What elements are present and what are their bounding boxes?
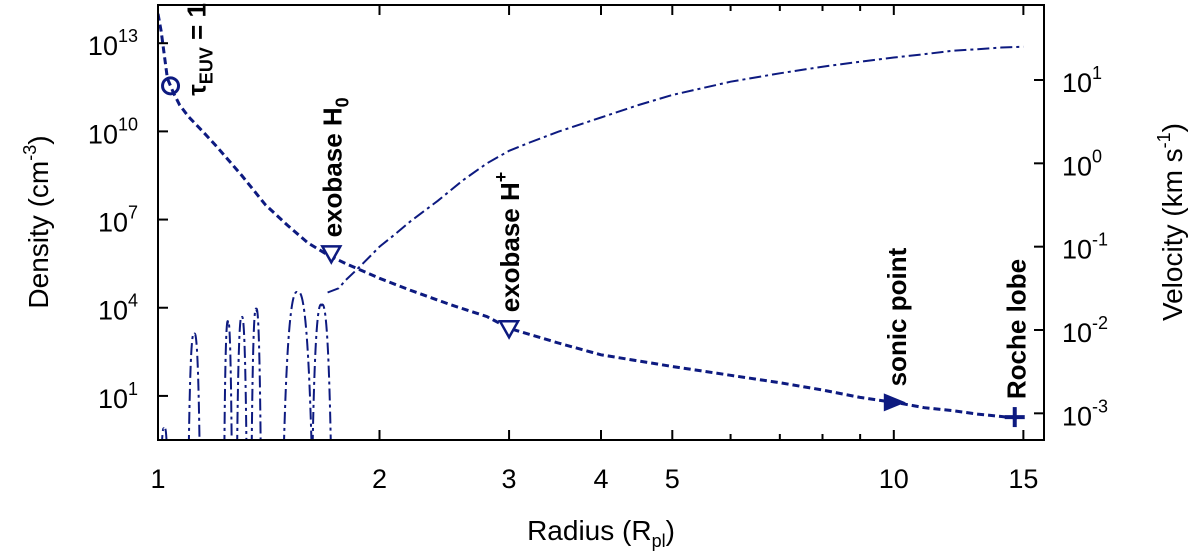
y-right-tick-label: 10-3: [1062, 396, 1108, 431]
markers: τEUV = 1 exobase H0 exobase H+ sonic point R…: [161, 3, 1032, 428]
velocity-series-line: [327, 45, 1024, 294]
x-tick-label: 2: [372, 464, 387, 494]
marker-annotation: exobase H0: [317, 97, 352, 237]
y-right-tick-label: 10-1: [1062, 230, 1108, 265]
y-right-tick-label: 100: [1062, 146, 1102, 181]
plot-lines: [158, 13, 1024, 440]
x-tick-label: 5: [665, 464, 680, 494]
x-tick-label: 1: [150, 464, 165, 494]
marker-annotation: τEUV = 1: [182, 3, 217, 96]
velocity-oscillation: [223, 320, 233, 440]
x-tick-label: 4: [593, 464, 608, 494]
velocity-oscillation: [187, 332, 201, 440]
y-left-tick-label: 1010: [88, 114, 138, 149]
y-right-tick-label: 101: [1062, 63, 1102, 98]
sonic-point-marker: [883, 393, 906, 412]
exobase-marker: [497, 320, 521, 340]
tau-euv-marker: [161, 76, 181, 96]
marker-annotation: exobase H+: [491, 172, 525, 313]
y-right-axis-label: Velocity (km s-1): [1154, 123, 1188, 321]
x-tick-label: 10: [879, 464, 909, 494]
velocity-oscillation: [250, 307, 262, 440]
y-left-tick-label: 101: [98, 379, 138, 414]
velocity-oscillation: [236, 315, 248, 440]
x-axis-label: Radius (Rpl): [527, 515, 675, 551]
y-left-tick-label: 107: [98, 203, 138, 238]
y-left-axis-label: Density (cm-3): [20, 135, 54, 308]
exobase-marker: [320, 245, 343, 265]
y-left-tick-label: 1013: [88, 26, 138, 61]
marker-annotation: Roche lobe: [1002, 259, 1032, 399]
velocity-oscillation: [283, 291, 313, 440]
x-tick-label: 3: [502, 464, 517, 494]
y-right-tick-label: 10-2: [1062, 313, 1108, 348]
density-series-line: [158, 13, 1018, 420]
x-tick-label: 15: [1008, 464, 1038, 494]
y-left-tick-label: 104: [98, 291, 138, 326]
marker-annotation: sonic point: [882, 247, 912, 386]
velocity-oscillation: [311, 303, 332, 440]
axis-labels: 1 2 3 4 5 10 15 101 104 107 1010 1013 10-3 10-2 10-1 10…: [20, 26, 1188, 551]
axis-ticks: [157, 5, 1044, 440]
